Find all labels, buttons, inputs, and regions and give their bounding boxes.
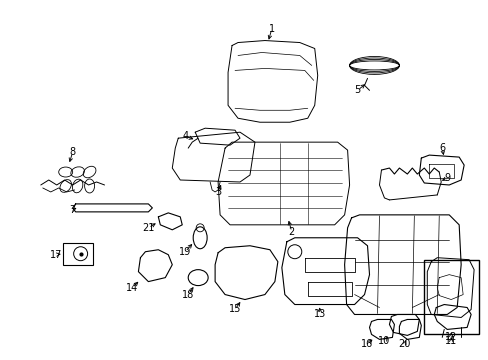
Text: 12: 12: [444, 332, 456, 342]
Text: 18: 18: [182, 289, 194, 300]
Text: 21: 21: [142, 223, 154, 233]
Text: 1: 1: [268, 24, 274, 33]
Text: 17: 17: [49, 250, 62, 260]
Text: 15: 15: [228, 305, 241, 315]
Text: 3: 3: [215, 187, 221, 197]
Text: 20: 20: [397, 339, 410, 349]
Text: 4: 4: [182, 131, 188, 141]
Text: 11: 11: [444, 336, 456, 346]
Text: 16: 16: [361, 339, 373, 349]
Text: 7: 7: [69, 205, 76, 215]
Text: 13: 13: [313, 310, 325, 319]
Text: 8: 8: [69, 147, 76, 157]
Bar: [62, 243, 92, 265]
Text: 9: 9: [443, 173, 449, 183]
Text: 5: 5: [354, 85, 360, 95]
Text: 14: 14: [126, 283, 138, 293]
Bar: [424, 260, 478, 334]
Text: 6: 6: [438, 143, 445, 153]
Text: 19: 19: [179, 247, 191, 257]
Text: 10: 10: [378, 336, 390, 346]
Text: 2: 2: [288, 227, 294, 237]
